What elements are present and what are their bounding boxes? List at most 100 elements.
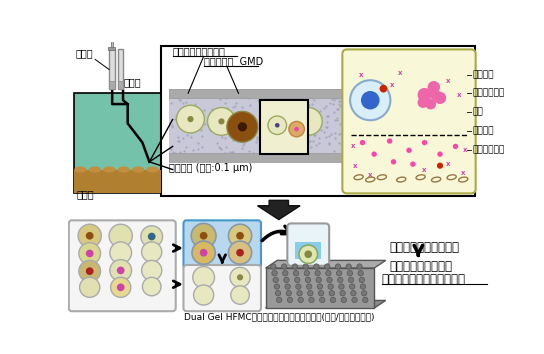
Circle shape — [272, 270, 277, 276]
Circle shape — [326, 270, 331, 276]
Circle shape — [274, 284, 280, 289]
Circle shape — [117, 267, 125, 274]
Circle shape — [309, 297, 314, 303]
Circle shape — [268, 116, 287, 135]
Circle shape — [372, 152, 377, 157]
Circle shape — [79, 261, 101, 282]
Ellipse shape — [132, 166, 145, 173]
FancyBboxPatch shape — [183, 265, 261, 311]
Circle shape — [275, 291, 281, 296]
Circle shape — [317, 284, 323, 289]
Circle shape — [306, 284, 312, 289]
Circle shape — [338, 277, 343, 282]
Circle shape — [86, 250, 94, 257]
Circle shape — [297, 291, 302, 296]
Polygon shape — [265, 268, 374, 308]
Circle shape — [294, 127, 299, 131]
Circle shape — [236, 249, 244, 257]
Circle shape — [299, 245, 318, 263]
Circle shape — [228, 241, 252, 264]
Text: x: x — [390, 82, 394, 88]
Circle shape — [327, 277, 332, 282]
Circle shape — [437, 162, 443, 169]
Bar — [74, 170, 161, 193]
Circle shape — [286, 291, 292, 296]
Text: 培養器: 培養器 — [124, 77, 141, 87]
Circle shape — [236, 232, 244, 240]
Text: コロニー: コロニー — [473, 70, 494, 79]
Circle shape — [453, 144, 458, 149]
Circle shape — [262, 108, 289, 135]
Circle shape — [328, 284, 333, 289]
Ellipse shape — [89, 166, 101, 173]
Text: 中空糸膜 (孔径:0.1 μm): 中空糸膜 (孔径:0.1 μm) — [169, 163, 252, 173]
Text: x: x — [457, 92, 462, 98]
Circle shape — [352, 297, 357, 303]
FancyBboxPatch shape — [69, 220, 176, 311]
Text: 代謝物質: 代謝物質 — [473, 126, 494, 136]
FancyBboxPatch shape — [183, 220, 261, 269]
Circle shape — [289, 121, 305, 137]
Circle shape — [273, 277, 279, 282]
Circle shape — [148, 233, 156, 240]
Ellipse shape — [103, 166, 115, 173]
Circle shape — [349, 284, 355, 289]
Circle shape — [361, 91, 380, 109]
Circle shape — [218, 118, 225, 125]
Circle shape — [422, 140, 427, 145]
Circle shape — [437, 152, 443, 157]
Circle shape — [430, 90, 441, 100]
Text: アルギン酸ゲルなど: アルギン酸ゲルなど — [172, 46, 226, 56]
Text: x: x — [422, 166, 426, 172]
Circle shape — [425, 99, 436, 109]
Circle shape — [282, 270, 288, 276]
Text: シグナル因子: シグナル因子 — [473, 88, 505, 97]
Circle shape — [418, 88, 431, 102]
Circle shape — [79, 277, 100, 297]
Circle shape — [329, 291, 335, 296]
Text: x: x — [462, 147, 467, 153]
Bar — [109, 48, 114, 89]
Circle shape — [193, 267, 214, 288]
Circle shape — [276, 297, 282, 303]
Circle shape — [228, 224, 252, 247]
Circle shape — [303, 264, 308, 269]
Circle shape — [330, 297, 336, 303]
Circle shape — [200, 232, 207, 240]
Circle shape — [315, 270, 320, 276]
Circle shape — [351, 291, 356, 296]
Text: 注入口: 注入口 — [76, 48, 94, 58]
Circle shape — [318, 291, 324, 296]
Circle shape — [207, 108, 236, 135]
Circle shape — [348, 277, 354, 282]
FancyBboxPatch shape — [287, 223, 329, 266]
Circle shape — [314, 264, 319, 269]
Circle shape — [350, 80, 391, 120]
Circle shape — [110, 259, 132, 281]
Circle shape — [316, 277, 322, 282]
Bar — [169, 89, 347, 98]
Circle shape — [273, 118, 279, 125]
Circle shape — [307, 291, 313, 296]
Circle shape — [230, 267, 250, 287]
Circle shape — [359, 277, 364, 282]
Circle shape — [296, 284, 301, 289]
Text: x: x — [446, 78, 450, 84]
Circle shape — [79, 243, 101, 264]
Circle shape — [271, 264, 276, 269]
Polygon shape — [265, 301, 386, 308]
Ellipse shape — [74, 166, 86, 173]
Bar — [295, 242, 322, 259]
Text: x: x — [398, 70, 402, 76]
Circle shape — [305, 277, 311, 282]
Circle shape — [141, 261, 162, 280]
Circle shape — [86, 267, 94, 275]
Bar — [161, 46, 475, 196]
Circle shape — [281, 264, 287, 269]
Circle shape — [387, 138, 392, 144]
Text: 実環境: 実環境 — [77, 189, 94, 200]
Circle shape — [285, 284, 290, 289]
Circle shape — [110, 277, 131, 297]
Bar — [118, 48, 123, 89]
Circle shape — [78, 224, 101, 247]
